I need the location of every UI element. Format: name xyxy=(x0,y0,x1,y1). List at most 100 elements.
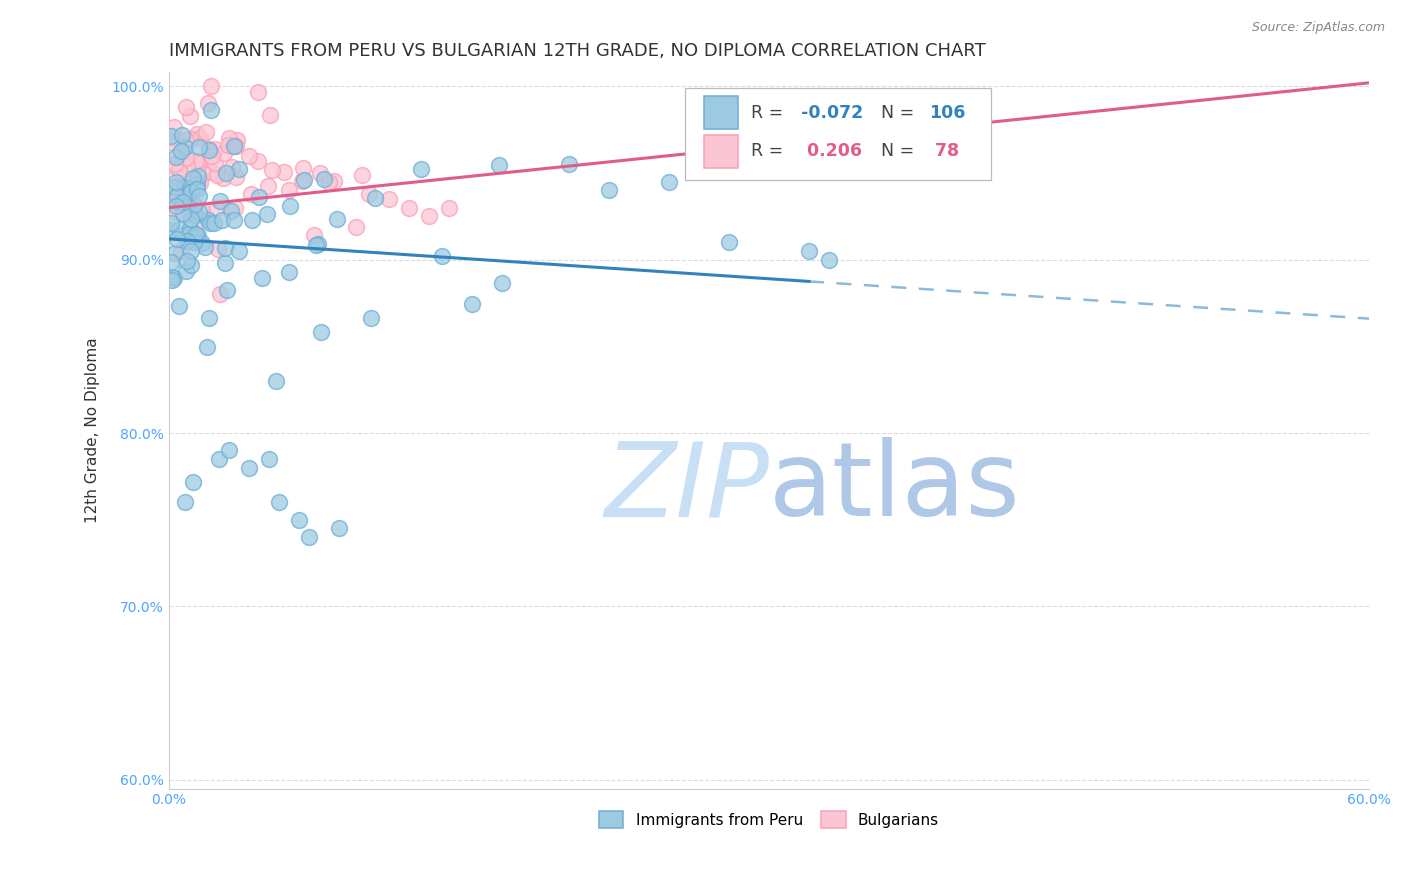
Point xyxy=(165,180,187,194)
Point xyxy=(180,258,202,272)
Point xyxy=(224,201,246,215)
Point xyxy=(225,139,247,153)
Point xyxy=(173,180,195,194)
Point xyxy=(160,223,183,237)
Point xyxy=(183,198,205,212)
Point xyxy=(598,183,620,197)
Point xyxy=(288,513,311,527)
Point xyxy=(190,202,212,217)
Point xyxy=(204,143,226,157)
Point xyxy=(212,145,235,160)
Text: 106: 106 xyxy=(928,103,965,121)
Point xyxy=(188,176,211,190)
Point xyxy=(197,213,219,227)
Point xyxy=(186,227,208,241)
Point xyxy=(188,140,211,154)
Point xyxy=(208,194,231,208)
Point xyxy=(217,283,239,297)
Point xyxy=(180,244,202,259)
Point xyxy=(184,178,207,193)
Point xyxy=(437,201,460,215)
Point xyxy=(491,277,513,291)
FancyBboxPatch shape xyxy=(685,88,991,180)
Point xyxy=(163,157,186,171)
Point xyxy=(717,235,740,250)
Point xyxy=(159,192,181,206)
Point xyxy=(200,79,222,94)
Point xyxy=(177,227,200,242)
Text: N =: N = xyxy=(880,103,920,121)
Point xyxy=(818,252,841,267)
Point xyxy=(188,131,211,145)
Point xyxy=(184,208,207,222)
Text: -0.072: -0.072 xyxy=(801,103,863,121)
Point xyxy=(218,443,240,458)
Point xyxy=(179,132,201,146)
Point xyxy=(264,374,287,388)
Point xyxy=(215,166,238,180)
Point xyxy=(177,193,200,207)
Point xyxy=(398,201,420,215)
Point xyxy=(187,229,209,244)
Point xyxy=(176,160,198,174)
Point xyxy=(461,296,484,310)
Point xyxy=(183,235,205,249)
Point xyxy=(169,144,191,158)
Point xyxy=(160,194,183,208)
Point xyxy=(172,206,194,220)
Point xyxy=(167,299,190,313)
Point xyxy=(240,213,263,227)
Point xyxy=(174,100,197,114)
Point xyxy=(204,156,226,170)
Point xyxy=(165,204,187,219)
Point xyxy=(218,130,240,145)
Point xyxy=(186,182,208,196)
Point xyxy=(186,127,208,141)
Point xyxy=(225,169,247,184)
Text: ZIP: ZIP xyxy=(605,438,769,538)
Point xyxy=(280,198,302,212)
Point xyxy=(305,238,328,252)
Point xyxy=(214,242,236,256)
Point xyxy=(187,214,209,228)
Text: IMMIGRANTS FROM PERU VS BULGARIAN 12TH GRADE, NO DIPLOMA CORRELATION CHART: IMMIGRANTS FROM PERU VS BULGARIAN 12TH G… xyxy=(169,42,986,60)
Point xyxy=(226,133,249,147)
Point xyxy=(257,452,280,467)
Point xyxy=(162,180,184,194)
Point xyxy=(166,232,188,246)
Point xyxy=(159,158,181,172)
Point xyxy=(170,196,193,211)
Point xyxy=(364,191,387,205)
Point xyxy=(201,165,224,179)
Point xyxy=(167,222,190,236)
Point xyxy=(239,186,262,201)
Text: 0.206: 0.206 xyxy=(801,142,862,161)
Point xyxy=(198,217,221,231)
Point xyxy=(658,175,681,189)
Point xyxy=(207,242,229,256)
Point xyxy=(558,157,581,171)
Point xyxy=(198,311,221,326)
Point xyxy=(219,138,242,153)
Point xyxy=(797,244,820,258)
Point xyxy=(177,181,200,195)
Point xyxy=(312,172,335,186)
Point xyxy=(165,199,187,213)
Point xyxy=(176,253,198,268)
Point xyxy=(160,129,183,144)
Point xyxy=(322,174,344,188)
Point xyxy=(247,85,270,99)
Point xyxy=(169,244,191,258)
Point xyxy=(181,475,204,489)
Point xyxy=(198,143,221,157)
Point xyxy=(256,206,278,220)
Point xyxy=(183,227,205,242)
Point xyxy=(260,163,283,178)
Text: Source: ZipAtlas.com: Source: ZipAtlas.com xyxy=(1251,21,1385,34)
Point xyxy=(309,325,332,339)
Point xyxy=(357,186,380,201)
FancyBboxPatch shape xyxy=(704,96,738,129)
Point xyxy=(277,265,299,279)
Point xyxy=(344,219,367,234)
Point xyxy=(187,189,209,203)
